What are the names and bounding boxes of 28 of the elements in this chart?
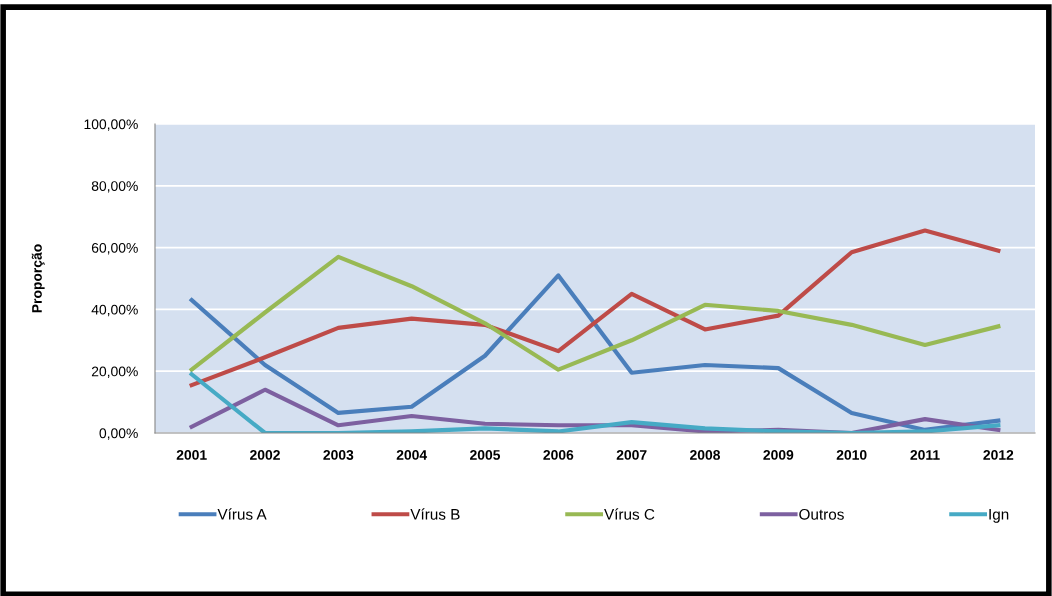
x-tick-label: 2004	[396, 450, 428, 460]
legend-label: Vírus A	[217, 508, 267, 520]
legend-label: Vírus B	[410, 508, 460, 520]
x-tick-label: 2008	[690, 450, 721, 460]
line-series	[189, 273, 1001, 432]
line-series	[189, 372, 1001, 433]
x-tick-label: 2003	[323, 450, 354, 460]
x-tick-label: 2010	[836, 450, 867, 460]
x-tick-label: 2002	[250, 450, 280, 460]
x-tick-label: 2009	[763, 450, 794, 460]
y-axis-title: Proporção	[31, 244, 45, 313]
x-tick-label: 2006	[543, 450, 574, 460]
y-tick-label: 20,00%	[91, 366, 138, 379]
legend-label: Outros	[799, 508, 844, 520]
line-series	[189, 254, 1001, 372]
y-tick-label: 0,00%	[99, 428, 138, 440]
x-tick-label: 2012	[983, 450, 1014, 460]
x-tick-label: 2007	[616, 450, 647, 460]
line-series	[189, 228, 1001, 388]
x-tick-label: 2001	[176, 450, 207, 460]
legend-label: Ign	[989, 509, 1009, 523]
legend-label: Vírus C	[604, 508, 655, 520]
x-tick-label: 2005	[470, 450, 501, 460]
y-tick-label: 100,00%	[84, 119, 138, 131]
y-tick-label: 40,00%	[91, 304, 138, 317]
y-tick-label: 80,00%	[91, 181, 138, 193]
y-tick-label: 60,00%	[91, 242, 138, 255]
x-tick-label: 2011	[910, 450, 940, 460]
